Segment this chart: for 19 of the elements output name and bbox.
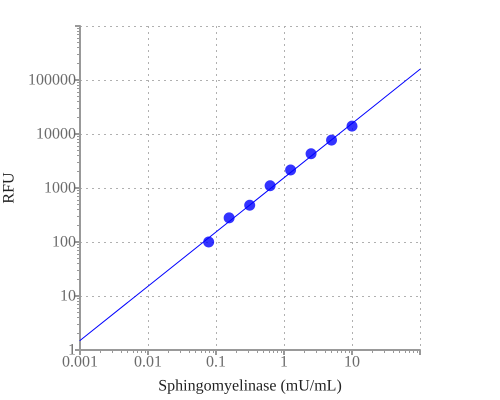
point [244, 200, 256, 211]
point [224, 212, 235, 224]
x-tick-label: 0.01 [134, 354, 162, 370]
y-tick-label: 10 [60, 288, 76, 304]
y-tick-label: 1000 [44, 180, 76, 196]
x-axis-title: Sphingomyelinase (mU/mL) [158, 378, 342, 394]
point [264, 180, 276, 192]
y-tick-label: 100 [52, 234, 76, 250]
y-tick-label: 10000 [36, 126, 76, 142]
x-tick-label: 1 [280, 354, 288, 370]
point [203, 236, 214, 248]
x-tick-label: 10 [344, 354, 360, 370]
point [285, 164, 296, 176]
point [326, 134, 338, 146]
y-axis-title: RFU [0, 172, 18, 204]
point [306, 148, 317, 160]
y-tick-label: 100000 [28, 72, 76, 88]
x-tick-label: 0.1 [206, 354, 226, 370]
point [346, 120, 358, 132]
